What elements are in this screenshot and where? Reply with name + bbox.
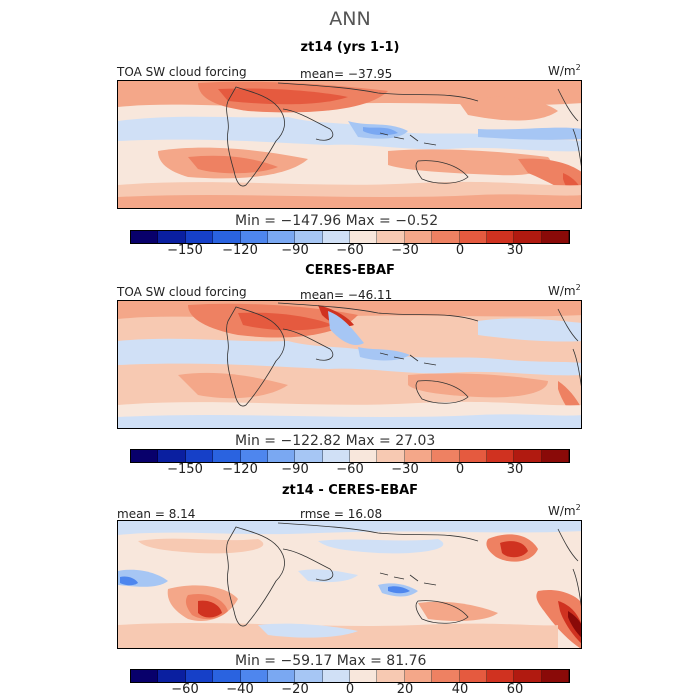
- panel-1-field-label: TOA SW cloud forcing: [117, 65, 247, 79]
- colorbar-segment: [267, 231, 296, 243]
- colorbar-segment: [240, 231, 268, 243]
- colorbar-segment: [350, 670, 378, 682]
- colorbar-segment: [295, 670, 323, 682]
- panel-1-units: W/m2: [548, 63, 581, 78]
- panel-3-rmse: rmse = 16.08: [300, 507, 383, 521]
- colorbar-segment: [486, 231, 515, 243]
- colorbar-segment: [131, 231, 159, 243]
- colorbar-segment: [267, 670, 296, 682]
- panel-2-tick: −90: [281, 462, 309, 477]
- colorbar-segment: [432, 450, 460, 462]
- colorbar-segment: [541, 450, 569, 462]
- colorbar-segment: [240, 670, 268, 682]
- panel-3-tick: 60: [506, 682, 524, 697]
- panel-1-tick: 30: [506, 243, 524, 258]
- panel-2-tick: −30: [391, 462, 419, 477]
- colorbar-segment: [295, 231, 323, 243]
- colorbar-segment: [404, 450, 433, 462]
- panel-3-map: [117, 520, 582, 649]
- panel-1-range: Min = −147.96 Max = −0.52: [235, 213, 439, 229]
- colorbar-segment: [459, 670, 487, 682]
- panel-2-map: [117, 300, 582, 429]
- colorbar-segment: [295, 450, 323, 462]
- colorbar-segment: [432, 670, 460, 682]
- panel-2-field-label: TOA SW cloud forcing: [117, 285, 247, 299]
- panel-1-tick: 0: [455, 243, 465, 258]
- colorbar-segment: [459, 231, 487, 243]
- colorbar-segment: [158, 670, 186, 682]
- panel-2-tick: −60: [336, 462, 364, 477]
- panel-3-title: zt14 - CERES-EBAF: [281, 483, 419, 498]
- panel-2-tick: 0: [455, 462, 465, 477]
- colorbar-segment: [131, 450, 159, 462]
- panel-3-mean: mean = 8.14: [117, 507, 196, 521]
- panel-3-tick: −20: [281, 682, 309, 697]
- panel-2-range: Min = −122.82 Max = 27.03: [235, 433, 436, 449]
- figure-title: ANN: [329, 8, 371, 30]
- colorbar-segment: [350, 231, 378, 243]
- panel-3-tick: −60: [171, 682, 199, 697]
- colorbar-segment: [514, 450, 542, 462]
- colorbar-segment: [404, 670, 433, 682]
- colorbar-segment: [432, 231, 460, 243]
- colorbar-segment: [185, 231, 214, 243]
- panel-2-mean: mean= −46.11: [300, 288, 393, 302]
- panel-1-tick: −90: [281, 243, 309, 258]
- colorbar-segment: [377, 450, 405, 462]
- panel-3-units: W/m2: [548, 503, 581, 518]
- colorbar-segment: [350, 450, 378, 462]
- colorbar-segment: [213, 670, 241, 682]
- panel-2-ticks: −150 −120 −90 −60 −30 0 30: [0, 462, 700, 480]
- colorbar-segment: [486, 450, 515, 462]
- colorbar-segment: [377, 231, 405, 243]
- colorbar-segment: [459, 450, 487, 462]
- panel-2-units: W/m2: [548, 283, 581, 298]
- colorbar-segment: [213, 450, 241, 462]
- colorbar-segment: [514, 231, 542, 243]
- panel-1-tick: −60: [336, 243, 364, 258]
- panel-1-tick: −120: [222, 243, 258, 258]
- colorbar-segment: [240, 450, 268, 462]
- colorbar-segment: [541, 231, 569, 243]
- panel-1-colorbar: [130, 230, 570, 244]
- panel-2-tick: 30: [506, 462, 524, 477]
- panel-3-range: Min = −59.17 Max = 81.76: [235, 653, 427, 669]
- colorbar-segment: [377, 670, 405, 682]
- colorbar-segment: [213, 231, 241, 243]
- colorbar-segment: [185, 670, 214, 682]
- colorbar-segment: [541, 670, 569, 682]
- panel-1-title: zt14 (yrs 1-1): [300, 40, 400, 55]
- panel-3-tick: 20: [396, 682, 414, 697]
- colorbar-segment: [404, 231, 433, 243]
- colorbar-segment: [322, 450, 350, 462]
- panel-2-colorbar: [130, 449, 570, 463]
- panel-3-tick: 0: [345, 682, 355, 697]
- colorbar-segment: [185, 450, 214, 462]
- colorbar-segment: [486, 670, 515, 682]
- colorbar-segment: [131, 670, 159, 682]
- colorbar-segment: [158, 231, 186, 243]
- panel-3-tick: −40: [226, 682, 254, 697]
- panel-1-map: [117, 80, 582, 209]
- colorbar-segment: [267, 450, 296, 462]
- panel-2-tick: −120: [222, 462, 258, 477]
- panel-1-tick: −150: [167, 243, 203, 258]
- panel-2-tick: −150: [167, 462, 203, 477]
- panel-3-tick: 40: [451, 682, 469, 697]
- panel-1-tick: −30: [391, 243, 419, 258]
- panel-1-mean: mean= −37.95: [300, 67, 393, 81]
- colorbar-segment: [158, 450, 186, 462]
- colorbar-segment: [514, 670, 542, 682]
- panel-2-title: CERES-EBAF: [305, 263, 395, 278]
- panel-1-ticks: −150 −120 −90 −60 −30 0 30: [0, 243, 700, 261]
- colorbar-segment: [322, 231, 350, 243]
- panel-3-ticks: −60 −40 −20 0 20 40 60: [0, 682, 700, 700]
- colorbar-segment: [322, 670, 350, 682]
- panel-3-colorbar: [130, 669, 570, 683]
